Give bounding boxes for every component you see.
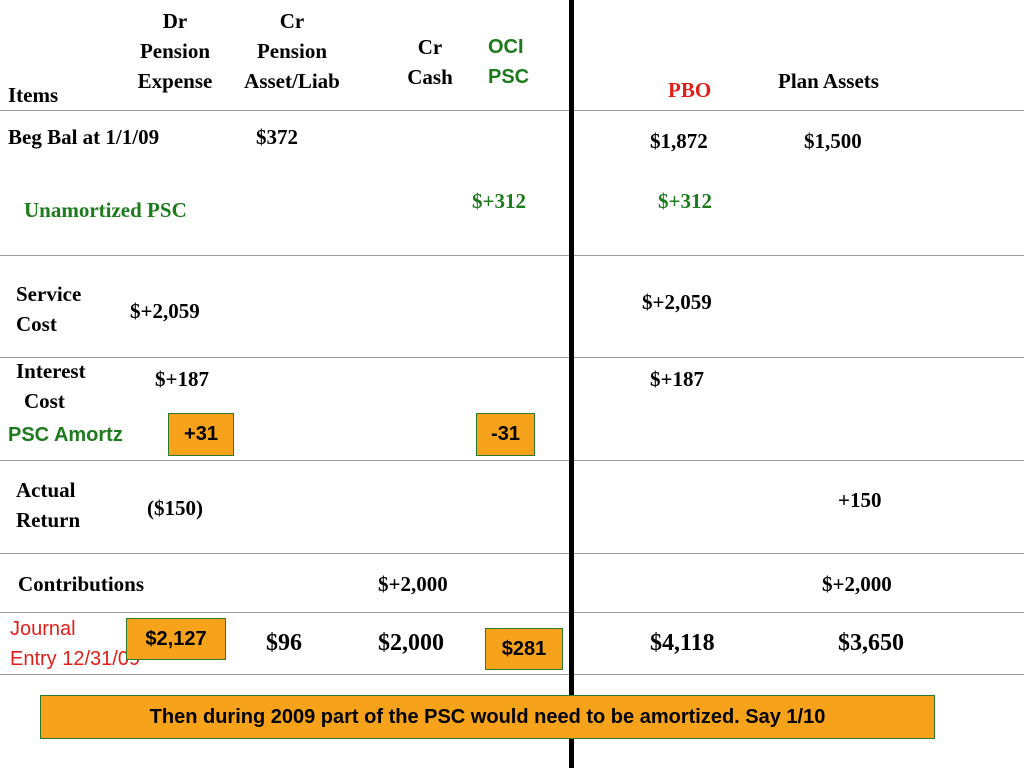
header-line: Cash [407, 65, 453, 89]
journal-expense-box: $2,127 [126, 618, 226, 660]
header-line: Dr [162, 9, 188, 33]
psc-pbo: $+312 [658, 189, 712, 213]
label-line: Return [16, 508, 81, 532]
header-line: Asset/Liab [244, 69, 340, 93]
contributions-plan-assets: $+2,000 [822, 572, 892, 596]
row-label-service-cost: Service Cost [16, 279, 81, 339]
row-label-contributions: Contributions [18, 572, 145, 596]
psc-oci: $+312 [472, 189, 526, 213]
header-oci-psc: OCI PSC [488, 32, 529, 92]
header-line: PSC [488, 66, 530, 88]
row-label-interest-cost: Interest Cost [16, 356, 86, 416]
label-line: Cost [24, 389, 65, 413]
header-line: OCI [488, 36, 524, 58]
actual-return-expense: ($150) [147, 496, 203, 520]
contributions-cash: $+2,000 [378, 572, 448, 596]
header-line: Pension [256, 39, 327, 63]
row-divider [0, 357, 1024, 358]
row-divider [0, 110, 1024, 111]
row-label-unamortized-psc: Unamortized PSC [24, 198, 187, 222]
journal-plan-assets: $3,650 [838, 630, 904, 656]
psc-amortz-oci-box: -31 [476, 413, 535, 456]
beg-bal-plan-assets: $1,500 [804, 129, 862, 153]
row-label-beg-bal: Beg Bal at 1/1/09 [8, 125, 160, 149]
header-pbo: PBO [668, 78, 712, 102]
amortization-note-banner: Then during 2009 part of the PSC would n… [40, 695, 935, 739]
row-label-psc-amortz: PSC Amortz [8, 424, 123, 446]
interest-cost-pbo: $+187 [650, 367, 704, 391]
row-divider [0, 612, 1024, 613]
header-cr-pension-asset: Cr Pension Asset/Liab [232, 6, 352, 96]
service-cost-pbo: $+2,059 [642, 290, 712, 314]
row-divider [0, 674, 1024, 675]
beg-bal-pension-asset: $372 [256, 125, 298, 149]
journal-pension-asset: $96 [266, 630, 302, 656]
row-divider [0, 255, 1024, 256]
ledger-separator [569, 0, 574, 768]
header-line: Pension [139, 39, 210, 63]
label-line: Journal [10, 618, 76, 640]
label-line: Interest [16, 359, 86, 383]
header-line: Cr [279, 9, 305, 33]
service-cost-expense: $+2,059 [130, 299, 200, 323]
row-label-actual-return: Actual Return [16, 475, 80, 535]
row-label-journal-entry: Journal Entry 12/31/09 [10, 614, 140, 674]
actual-return-plan-assets: +150 [838, 488, 882, 512]
journal-oci-box: $281 [485, 628, 563, 670]
header-cr-cash: Cr Cash [395, 32, 465, 92]
header-plan-assets: Plan Assets [778, 69, 879, 93]
label-line: Entry 12/31/09 [10, 648, 141, 670]
interest-cost-expense: $+187 [155, 367, 209, 391]
beg-bal-pbo: $1,872 [650, 129, 708, 153]
journal-pbo: $4,118 [650, 630, 715, 656]
row-divider [0, 460, 1024, 461]
row-divider [0, 553, 1024, 554]
header-line: Expense [137, 69, 213, 93]
header-dr-pension-expense: Dr Pension Expense [120, 6, 230, 96]
label-line: Service [16, 282, 82, 306]
journal-cash: $2,000 [378, 630, 444, 656]
label-line: Actual [16, 478, 76, 502]
header-line: Cr [417, 35, 443, 59]
label-line: Cost [16, 312, 57, 336]
header-items: Items [8, 83, 59, 107]
psc-amortz-expense-box: +31 [168, 413, 234, 456]
